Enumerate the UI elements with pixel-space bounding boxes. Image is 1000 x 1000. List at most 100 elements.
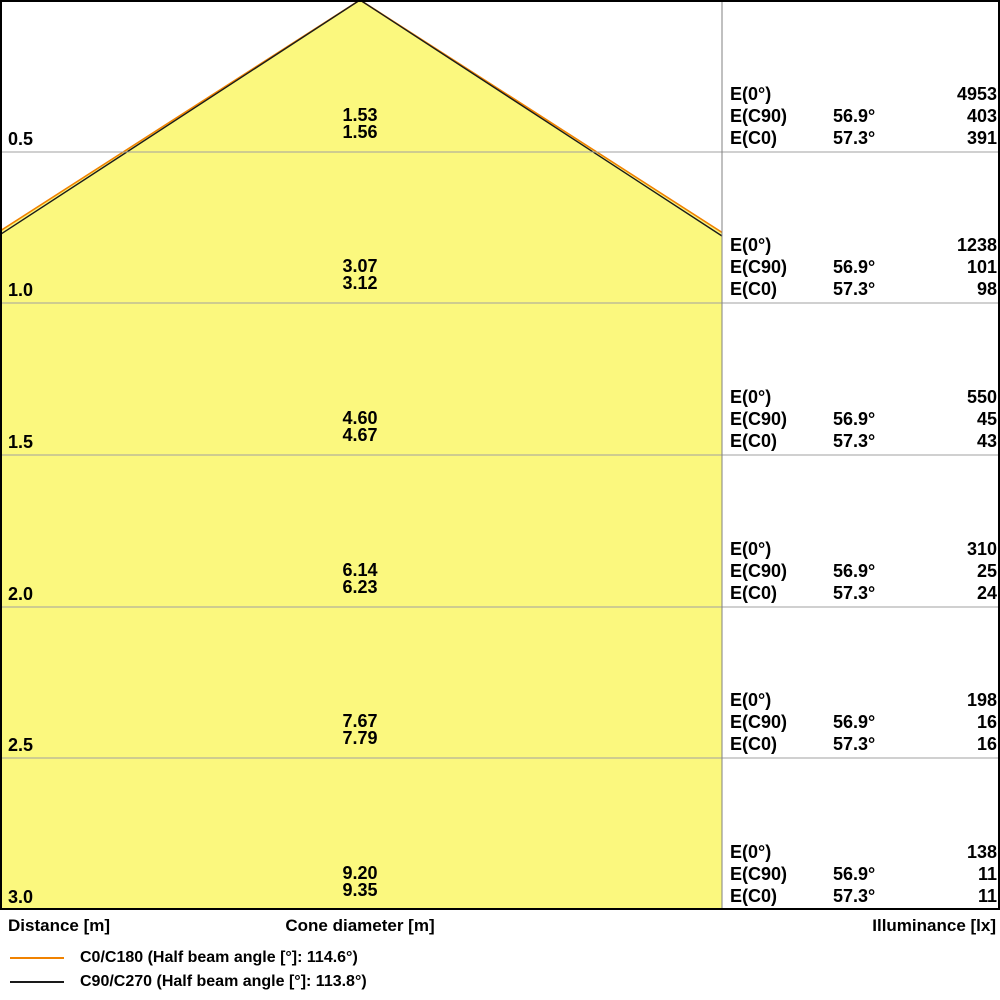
e-angle: 56.9° — [833, 712, 876, 732]
axis-label-cone-diameter: Cone diameter [m] — [285, 916, 435, 935]
e-label: E(0°) — [730, 842, 772, 862]
e-angle: 56.9° — [833, 106, 876, 126]
e-angle: 57.3° — [833, 128, 876, 148]
illuminance-line: E(C0) 57.3° 391 — [722, 127, 1000, 149]
e-angle: 57.3° — [833, 279, 876, 299]
illuminance-line: E(0°) 1238 — [722, 234, 1000, 256]
e-value: 403 — [966, 106, 997, 126]
gridlines — [0, 151, 1000, 759]
illuminance-line: E(0°) 198 — [722, 689, 1000, 711]
cone-diameter-c0: 1.56 — [342, 122, 378, 142]
e-value: 4953 — [956, 84, 997, 104]
legend-item-c0-c180: C0/C180 (Half beam angle [°]: 114.6°) — [10, 946, 367, 970]
e-value: 16 — [976, 712, 997, 732]
illuminance-line: E(C90) 56.9° 25 — [722, 560, 1000, 582]
cone-diameter-c90: 9.20 — [342, 863, 378, 883]
cone-diameter-values: 9.20 9.35 — [260, 863, 460, 900]
illuminance-line: E(C90) 56.9° 11 — [722, 863, 1000, 885]
e-label: E(C0) — [730, 886, 778, 906]
illuminance-line: E(C0) 57.3° 43 — [722, 430, 1000, 452]
e-label: E(C0) — [730, 431, 778, 451]
e-angle: 56.9° — [833, 864, 876, 884]
e-angle — [833, 689, 917, 711]
legend-label: C90/C270 (Half beam angle [°]: 113.8°) — [80, 973, 367, 990]
distance-label: 3.0 — [8, 887, 34, 907]
cone-diameter-c90: 3.07 — [342, 256, 378, 276]
e-label: E(0°) — [730, 387, 772, 407]
e-angle: 57.3° — [833, 431, 876, 451]
distance-label: 0.5 — [8, 129, 34, 149]
e-value: 101 — [966, 257, 997, 277]
e-value: 16 — [976, 734, 997, 754]
illuminance-line: E(0°) 310 — [722, 538, 1000, 560]
illuminance-line: E(0°) 550 — [722, 386, 1000, 408]
e-label: E(C0) — [730, 128, 778, 148]
cone-diameter-c0: 6.23 — [342, 577, 378, 597]
e-label: E(C0) — [730, 734, 778, 754]
legend-label: C0/C180 (Half beam angle [°]: 114.6°) — [80, 949, 358, 966]
distance-label: 1.0 — [8, 280, 34, 300]
e-value: 1238 — [956, 235, 997, 255]
cone-diameter-values: 4.60 4.67 — [260, 408, 460, 445]
e-label: E(0°) — [730, 235, 772, 255]
e-label: E(C0) — [730, 583, 778, 603]
cone-diameter-values: 7.67 7.79 — [260, 711, 460, 747]
illuminance-line: E(0°) 4953 — [722, 83, 1000, 105]
e-value: 98 — [976, 279, 997, 299]
illuminance-block: E(0°) 138 E(C90) 56.9° 11 E(C0) 57.3° 11 — [722, 841, 1000, 907]
e-label: E(0°) — [730, 690, 772, 710]
e-label: E(C90) — [730, 257, 788, 277]
illuminance-block: E(0°) 198 E(C90) 56.9° 16 E(C0) 57.3° 16 — [722, 689, 1000, 755]
cone-diameter-values: 3.07 3.12 — [260, 256, 460, 293]
e-value: 391 — [966, 128, 997, 148]
axis-label-illuminance: Illuminance [lx] — [872, 916, 996, 935]
e-angle — [833, 538, 917, 560]
cone-diameter-values: 6.14 6.23 — [260, 560, 460, 597]
legend-item-c90-c270: C90/C270 (Half beam angle [°]: 113.8°) — [10, 970, 367, 994]
cone-diameter-values: 1.53 1.56 — [260, 105, 460, 142]
illuminance-block: E(0°) 4953 E(C90) 56.9° 403 E(C0) 57.3° 391 — [722, 83, 1000, 149]
e-value: 11 — [977, 864, 997, 884]
e-angle: 57.3° — [833, 734, 876, 754]
e-value: 198 — [966, 690, 997, 710]
cone-diameter-c0: 9.35 — [342, 880, 378, 900]
e-label: E(C90) — [730, 409, 788, 429]
cone-diameter-c90: 6.14 — [342, 560, 378, 580]
cone-diameter-c90: 4.60 — [342, 408, 378, 428]
e-angle — [833, 386, 917, 408]
legend-line-swatch-orange — [10, 957, 64, 959]
e-label: E(C0) — [730, 279, 778, 299]
e-value: 24 — [976, 583, 997, 603]
e-angle: 56.9° — [833, 409, 876, 429]
illuminance-line: E(C90) 56.9° 45 — [722, 408, 1000, 430]
cone-diameter-c90: 1.53 — [342, 105, 378, 125]
distance-label: 2.0 — [8, 584, 34, 604]
e-value: 550 — [966, 387, 997, 407]
e-label: E(C90) — [730, 864, 788, 884]
cone-diameter-c0: 3.12 — [342, 273, 378, 293]
e-angle: 57.3° — [833, 583, 876, 603]
e-angle — [833, 83, 917, 105]
cone-svg — [0, 0, 1000, 910]
axis-label-distance: Distance [m] — [8, 916, 111, 935]
cone-diameter-c0: 4.67 — [342, 425, 378, 445]
e-value: 45 — [976, 409, 997, 429]
e-value: 138 — [966, 842, 997, 862]
e-angle: 56.9° — [833, 257, 876, 277]
e-value: 43 — [976, 431, 997, 451]
illuminance-block: E(0°) 310 E(C90) 56.9° 25 E(C0) 57.3° 24 — [722, 538, 1000, 604]
illuminance-line: E(C90) 56.9° 403 — [722, 105, 1000, 127]
e-value: 310 — [966, 539, 997, 559]
illuminance-line: E(C0) 57.3° 24 — [722, 582, 1000, 604]
legend-line-swatch-black — [10, 981, 64, 983]
e-angle: 57.3° — [833, 886, 876, 906]
cone-diameter-c90: 7.67 — [342, 711, 378, 731]
e-label: E(C90) — [730, 712, 788, 732]
e-value: 25 — [976, 561, 997, 581]
e-value: 11 — [977, 886, 997, 906]
chart-area: 0.5 1.53 1.56 E(0°) 4953 E(C90) 56.9° 403 E… — [0, 0, 1000, 910]
e-label: E(C90) — [730, 561, 788, 581]
legend: C0/C180 (Half beam angle [°]: 114.6°) C9… — [10, 946, 367, 994]
illuminance-line: E(C0) 57.3° 11 — [722, 885, 1000, 907]
